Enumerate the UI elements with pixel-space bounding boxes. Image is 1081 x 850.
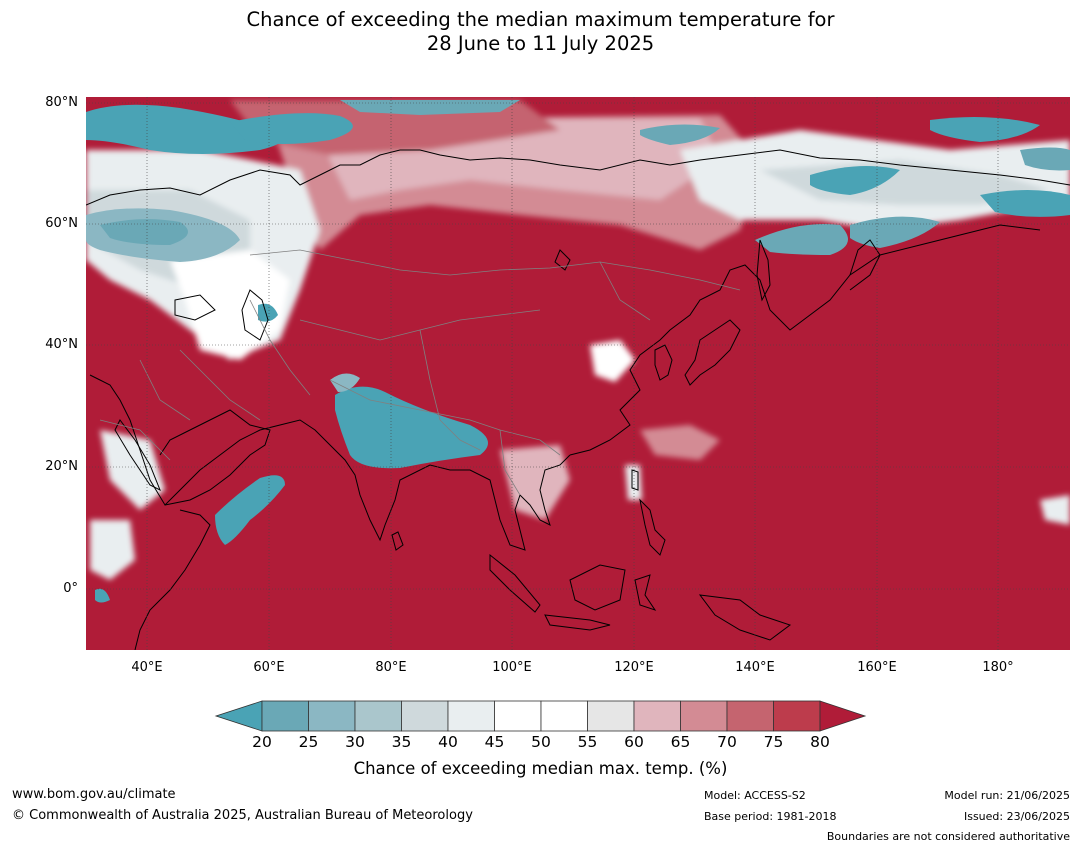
lon-label-140e: 140°E xyxy=(735,660,775,675)
coastlines xyxy=(86,149,1070,650)
colorbar-tick-label: 70 xyxy=(717,733,737,751)
arctic-mid-low xyxy=(640,124,720,145)
title-line-1: Chance of exceeding the median maximum t… xyxy=(246,8,835,31)
sulawesi xyxy=(634,574,657,611)
chart-title: Chance of exceeding the median maximum t… xyxy=(0,8,1081,56)
black-sea xyxy=(174,294,216,321)
lon-label-160e: 160°E xyxy=(857,660,897,675)
arctic-low-west-2 xyxy=(230,113,353,144)
colorbar-tick-label: 40 xyxy=(438,733,458,751)
lon-label-180: 180° xyxy=(982,660,1014,675)
colorbar-swatch xyxy=(680,700,728,732)
colorbar-tick-label: 60 xyxy=(624,733,644,751)
footer-model: Model: ACCESS-S2 xyxy=(704,789,806,802)
colorbar-swatch xyxy=(354,700,402,732)
red-sea xyxy=(114,419,161,492)
colorbar-swatch xyxy=(494,700,542,732)
caspian xyxy=(241,289,269,341)
philippines xyxy=(639,498,666,556)
colorbar-tick-label: 75 xyxy=(763,733,784,751)
japan-coast xyxy=(684,319,741,386)
colorbar-swatch xyxy=(540,700,588,732)
caspian-low xyxy=(258,303,278,322)
colorbar-tick-label: 45 xyxy=(484,733,505,751)
bering-low xyxy=(850,216,940,248)
arctic-low-mid xyxy=(340,100,520,115)
colorbar-tick-label: 35 xyxy=(391,733,412,751)
colorbar-tick-label: 50 xyxy=(531,733,551,751)
footer-url[interactable]: www.bom.gov.au/climate xyxy=(12,787,176,802)
colorbar-swatch xyxy=(633,700,681,732)
arctic-east-low-2 xyxy=(1020,147,1070,171)
sumatra xyxy=(489,553,541,613)
africa-coast xyxy=(134,509,211,650)
lon-label-100e: 100°E xyxy=(492,660,532,675)
east-siberia-low xyxy=(810,166,900,195)
lat-label-0: 0° xyxy=(63,581,78,596)
sakhalin-coast xyxy=(756,239,771,302)
colorbar-tick-label: 20 xyxy=(252,733,272,751)
arabian-sea-low xyxy=(215,475,285,545)
footer-copyright: © Commonwealth of Australia 2025, Austra… xyxy=(12,808,473,823)
africa-light xyxy=(90,520,135,580)
lat-label-40n: 40°N xyxy=(45,337,78,352)
footer-issued: Issued: 23/06/2025 xyxy=(963,810,1070,823)
footer-model-run: Model run: 21/06/2025 xyxy=(944,789,1070,802)
java xyxy=(544,614,611,631)
arctic-east-low xyxy=(930,116,1040,142)
south-asia-coast xyxy=(89,374,571,551)
colorbar-tick-label: 25 xyxy=(298,733,319,751)
colorbar-swatches xyxy=(214,700,867,732)
sri-lanka xyxy=(391,531,404,551)
footer-base-period: Base period: 1981-2018 xyxy=(704,810,837,823)
lon-label-40e: 40°E xyxy=(131,660,163,675)
okhotsk-low xyxy=(755,224,848,255)
taiwan xyxy=(631,469,639,491)
colorbar-swatch xyxy=(401,700,449,732)
arabian-peninsula xyxy=(159,409,271,506)
colorbar-tick-label: 55 xyxy=(577,733,598,751)
kashmir-low xyxy=(330,373,360,392)
colorbar-extend-low xyxy=(214,700,263,732)
colorbar-tick-label: 65 xyxy=(670,733,691,751)
colorbar-swatch xyxy=(726,700,774,732)
colorbar-label: Chance of exceeding median max. temp. (%… xyxy=(353,759,728,778)
baikal xyxy=(554,249,571,271)
arctic-coast xyxy=(86,149,1070,206)
low-chance-regions xyxy=(86,100,1070,603)
colorbar-swatch xyxy=(447,700,495,732)
east-siberia-low-2 xyxy=(980,190,1070,217)
arctic-low-west xyxy=(86,104,283,154)
pacific-light xyxy=(1040,495,1070,525)
africa-low xyxy=(95,588,110,603)
middle-east-light xyxy=(100,430,165,510)
lat-label-20n: 20°N xyxy=(45,459,78,474)
lon-label-60e: 60°E xyxy=(253,660,285,675)
borneo xyxy=(569,564,626,611)
country-borders xyxy=(99,249,741,496)
colorbar-tick-label: 30 xyxy=(345,733,365,751)
lat-label-60n: 60°N xyxy=(45,216,78,231)
colorbar-tick-label: 80 xyxy=(810,733,830,751)
north-china-white xyxy=(590,340,635,382)
forecast-map xyxy=(86,97,1070,650)
colorbar-swatch xyxy=(308,700,356,732)
west-russia-low-2 xyxy=(100,219,188,245)
east-asia-pink xyxy=(640,425,720,460)
kamchatka-coast xyxy=(849,239,881,291)
footer-boundaries: Boundaries are not considered authoritat… xyxy=(826,830,1070,843)
new-guinea xyxy=(698,594,792,641)
lon-label-120e: 120°E xyxy=(614,660,654,675)
north-india-low xyxy=(335,386,488,469)
title-line-2: 28 June to 11 July 2025 xyxy=(426,32,655,55)
colorbar-extend-high xyxy=(819,700,867,732)
colorbar-swatch xyxy=(587,700,635,732)
colorbar-swatch xyxy=(261,700,309,732)
lon-label-80e: 80°E xyxy=(375,660,407,675)
graticule xyxy=(86,97,1070,650)
lat-label-80n: 80°N xyxy=(45,95,78,110)
colorbar-swatch xyxy=(773,700,821,732)
central-asia-white xyxy=(170,250,290,360)
